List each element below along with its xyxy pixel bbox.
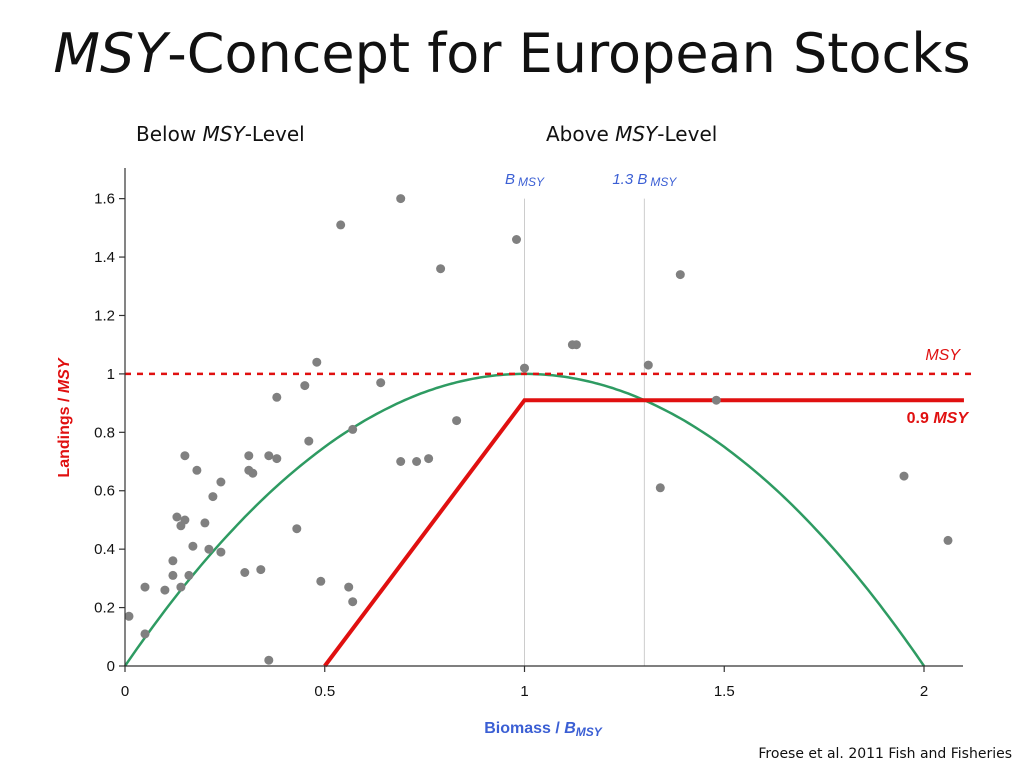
data-point <box>176 582 186 592</box>
data-point <box>675 270 685 280</box>
y-tick-label: 0 <box>107 658 115 675</box>
y-tick-label: 1 <box>107 366 115 383</box>
harvest-rule-label: 0.9 MSY <box>907 410 970 427</box>
data-point <box>512 235 521 244</box>
y-axis-label: Landings / MSY <box>56 357 73 477</box>
data-point <box>316 576 326 586</box>
data-point <box>168 556 178 566</box>
y-tick-label: 0.4 <box>94 541 115 558</box>
above-italic: MSY <box>615 122 658 146</box>
above-pre: Above <box>546 122 616 146</box>
data-point <box>304 436 314 446</box>
below-post: -Level <box>244 122 305 146</box>
data-point <box>344 582 354 592</box>
data-point <box>204 544 214 554</box>
data-point <box>124 611 134 621</box>
data-point <box>643 360 653 370</box>
data-point <box>184 570 194 580</box>
harvest-control-rule: 0.9 MSY <box>323 398 970 668</box>
harvest-rule-line <box>323 398 964 668</box>
data-point <box>452 416 462 426</box>
msy-line-label: MSY <box>925 347 961 364</box>
data-point <box>208 492 218 502</box>
data-point <box>520 363 529 373</box>
above-msy-label: Above MSY-Level <box>546 122 717 146</box>
data-point <box>655 483 665 493</box>
data-point <box>272 454 282 464</box>
x-tick-label: 1 <box>520 683 528 700</box>
reference-lines: B MSY 1.3 B MSY <box>505 171 677 666</box>
page-title: MSY-Concept for European Stocks <box>0 22 1024 85</box>
data-point <box>300 381 310 391</box>
x-tick-label: 2 <box>920 683 928 700</box>
data-point <box>571 340 581 350</box>
y-tick-label: 1.2 <box>94 307 115 324</box>
data-point <box>168 570 178 580</box>
data-point <box>140 582 150 592</box>
reference-label-0: B MSY <box>505 171 545 189</box>
below-pre: Below <box>136 122 203 146</box>
below-msy-label: Below MSY-Level <box>136 122 305 146</box>
y-tick-label: 1.4 <box>94 249 115 266</box>
data-point <box>248 468 258 478</box>
data-point <box>160 585 170 595</box>
below-italic: MSY <box>202 122 245 146</box>
data-point <box>396 457 406 466</box>
data-point <box>172 512 182 522</box>
data-point <box>180 515 190 525</box>
data-point <box>264 451 274 461</box>
x-tick-label: 1.5 <box>714 683 735 700</box>
data-point <box>348 597 358 607</box>
y-tick-label: 0.6 <box>94 483 115 500</box>
data-point <box>188 541 198 551</box>
data-point <box>192 465 202 475</box>
reference-label-1: 1.3 B MSY <box>612 171 677 189</box>
data-point <box>200 518 210 528</box>
data-point <box>240 568 250 577</box>
data-point <box>292 524 302 534</box>
y-tick-label: 0.8 <box>94 424 115 441</box>
x-tick-label: 0.5 <box>314 683 335 700</box>
source-credit: Froese et al. 2011 Fish and Fisheries <box>758 746 1012 762</box>
data-point <box>244 451 254 461</box>
x-tick-label: 0 <box>121 683 129 700</box>
data-point <box>348 424 358 434</box>
data-point <box>312 357 322 367</box>
x-axis-label: Biomass / BMSY <box>484 720 603 739</box>
data-point <box>943 535 953 545</box>
above-post: -Level <box>657 122 718 146</box>
data-point <box>264 655 274 665</box>
data-point <box>272 392 282 402</box>
data-point <box>216 477 226 487</box>
data-point <box>899 471 909 481</box>
data-point <box>436 264 446 274</box>
data-point <box>336 220 346 230</box>
data-point <box>424 454 434 464</box>
y-tick-label: 0.2 <box>94 600 115 617</box>
title-italic: MSY <box>53 22 168 85</box>
msy-line-group: MSY <box>125 347 972 376</box>
data-point <box>140 629 150 639</box>
data-points <box>124 194 953 665</box>
data-point <box>396 194 406 204</box>
axes: 0 0.2 0.4 0.6 0.8 1 1.2 1.4 1.6 0 0.5 1 1.5 2 <box>94 168 963 700</box>
data-point <box>412 457 422 466</box>
data-point <box>376 378 386 388</box>
title-rest: -Concept for European Stocks <box>167 22 971 85</box>
y-tick-label: 1.6 <box>94 191 115 208</box>
data-point <box>216 547 226 557</box>
data-point <box>711 395 721 405</box>
data-point <box>256 565 266 575</box>
data-point <box>180 451 190 461</box>
